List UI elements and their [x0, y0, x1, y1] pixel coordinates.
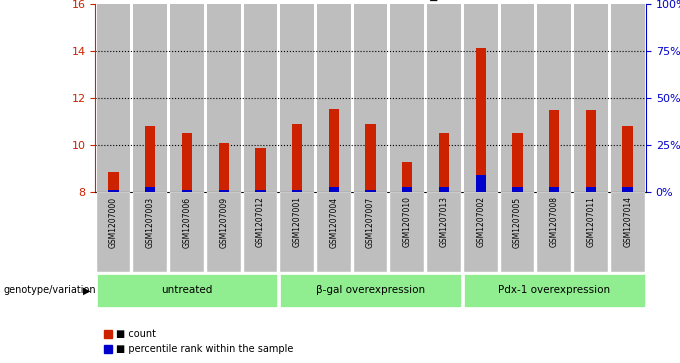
FancyBboxPatch shape	[537, 192, 571, 272]
Bar	[365, 124, 376, 192]
Bar	[280, 4, 314, 192]
Bar	[145, 126, 156, 192]
Text: genotype/variation: genotype/variation	[3, 285, 96, 295]
Bar	[218, 189, 229, 192]
FancyBboxPatch shape	[574, 192, 608, 272]
FancyBboxPatch shape	[280, 192, 314, 272]
FancyBboxPatch shape	[133, 192, 167, 272]
Bar	[439, 133, 449, 192]
Text: GSM1207001: GSM1207001	[292, 196, 302, 247]
Bar	[292, 189, 303, 192]
Text: β-gal overexpression: β-gal overexpression	[316, 285, 425, 295]
Bar	[182, 189, 192, 192]
Bar	[317, 4, 351, 192]
Bar	[145, 187, 156, 192]
Bar	[390, 4, 424, 192]
FancyBboxPatch shape	[97, 274, 277, 307]
Bar	[585, 110, 596, 192]
Bar	[255, 147, 266, 192]
Bar	[512, 187, 523, 192]
FancyBboxPatch shape	[390, 192, 424, 272]
Text: Pdx-1 overexpression: Pdx-1 overexpression	[498, 285, 610, 295]
Bar	[622, 187, 633, 192]
FancyBboxPatch shape	[500, 192, 534, 272]
Text: GSM1207004: GSM1207004	[329, 196, 339, 248]
Bar	[108, 189, 119, 192]
Bar	[500, 4, 534, 192]
FancyBboxPatch shape	[464, 192, 498, 272]
Bar	[207, 4, 241, 192]
FancyBboxPatch shape	[97, 192, 131, 272]
FancyBboxPatch shape	[427, 192, 461, 272]
FancyBboxPatch shape	[170, 192, 204, 272]
Text: untreated: untreated	[161, 285, 213, 295]
Bar	[611, 4, 645, 192]
Text: GSM1207005: GSM1207005	[513, 196, 522, 248]
Bar	[328, 187, 339, 192]
Bar	[585, 187, 596, 192]
Text: GSM1207000: GSM1207000	[109, 196, 118, 248]
FancyBboxPatch shape	[317, 192, 351, 272]
Bar	[427, 4, 461, 192]
Bar	[170, 4, 204, 192]
Text: GSM1207002: GSM1207002	[476, 196, 486, 247]
Bar	[574, 4, 608, 192]
Bar	[218, 143, 229, 192]
Bar	[549, 187, 560, 192]
Bar	[402, 187, 413, 192]
Bar	[255, 189, 266, 192]
Bar	[439, 187, 449, 192]
Text: GSM1207006: GSM1207006	[182, 196, 192, 248]
Bar	[537, 4, 571, 192]
Bar	[549, 110, 560, 192]
Bar	[97, 4, 131, 192]
Text: GSM1207007: GSM1207007	[366, 196, 375, 248]
FancyBboxPatch shape	[354, 192, 388, 272]
Bar	[512, 133, 523, 192]
Text: GSM1207010: GSM1207010	[403, 196, 412, 247]
Bar	[328, 109, 339, 192]
Bar	[292, 124, 303, 192]
Legend: ■ count, ■ percentile rank within the sample: ■ count, ■ percentile rank within the sa…	[100, 326, 297, 358]
Bar	[365, 189, 376, 192]
FancyBboxPatch shape	[243, 192, 277, 272]
Title: GDS4935 / 1395577_at: GDS4935 / 1395577_at	[290, 0, 452, 1]
Bar	[182, 133, 192, 192]
Bar	[243, 4, 277, 192]
Bar	[464, 4, 498, 192]
Text: ▶: ▶	[83, 285, 91, 295]
Text: GSM1207013: GSM1207013	[439, 196, 449, 247]
Bar	[133, 4, 167, 192]
Text: GSM1207003: GSM1207003	[146, 196, 155, 248]
Bar	[475, 49, 486, 192]
Text: GSM1207014: GSM1207014	[623, 196, 632, 247]
Text: GSM1207011: GSM1207011	[586, 196, 596, 247]
Bar	[402, 162, 413, 192]
Bar	[354, 4, 388, 192]
Text: GSM1207008: GSM1207008	[549, 196, 559, 247]
Bar	[622, 126, 633, 192]
Bar	[475, 175, 486, 192]
Bar	[108, 172, 119, 192]
FancyBboxPatch shape	[280, 274, 461, 307]
FancyBboxPatch shape	[207, 192, 241, 272]
FancyBboxPatch shape	[464, 274, 645, 307]
FancyBboxPatch shape	[611, 192, 645, 272]
Text: GSM1207012: GSM1207012	[256, 196, 265, 247]
Text: GSM1207009: GSM1207009	[219, 196, 228, 248]
